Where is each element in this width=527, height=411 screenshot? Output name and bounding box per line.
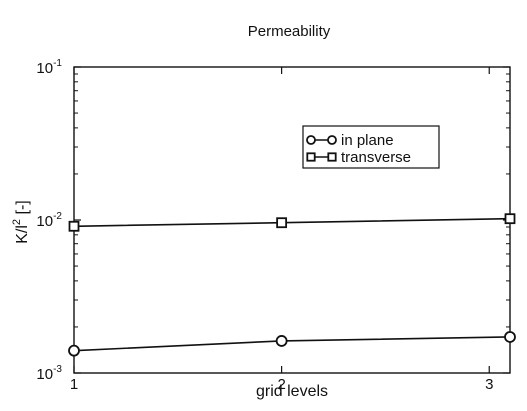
- y-tick-label: 10-2: [36, 211, 62, 230]
- y-tick-base: 10: [36, 213, 53, 230]
- series-layer: [68, 213, 516, 357]
- chart-title: Permeability: [248, 23, 331, 40]
- legend-marker-1-start: [306, 152, 316, 162]
- x-tick-label: 3: [485, 376, 493, 393]
- series-1-point-0: [68, 220, 80, 232]
- series-0-point-1: [275, 335, 288, 347]
- legend-label-0: in plane: [341, 132, 394, 149]
- y-axis-title-base: K/l: [14, 225, 31, 244]
- legend-marker-1-end: [327, 152, 337, 162]
- x-axis-title: grid levels: [256, 383, 328, 400]
- y-tick-base: 10: [36, 366, 53, 383]
- series-0-point-0: [68, 344, 80, 357]
- legend-box: [302, 125, 440, 169]
- series-0-point-2: [504, 331, 516, 343]
- x-tick-label: 2: [277, 376, 285, 393]
- y-axis-title-unit: [-]: [14, 200, 31, 219]
- series-1-point-2: [504, 213, 516, 225]
- y-tick-label: 10-3: [36, 364, 62, 383]
- series-1-point-1: [276, 217, 288, 229]
- y-axis-title: K/l2 [-]: [11, 200, 31, 243]
- y-tick-label: 10-1: [36, 58, 62, 77]
- y-axis-title-superscript: 2: [11, 219, 23, 225]
- y-tick-exponent: -2: [53, 211, 62, 222]
- series-line-0: [73, 336, 511, 352]
- y-tick-exponent: -3: [53, 364, 62, 375]
- x-tick-label: 1: [70, 376, 78, 393]
- series-line-1: [73, 217, 511, 228]
- legend-label-1: transverse: [341, 149, 411, 166]
- legend-marker-0-end: [327, 135, 337, 145]
- y-tick-exponent: -1: [53, 58, 62, 69]
- legend-marker-0-start: [306, 135, 316, 145]
- y-tick-base: 10: [36, 60, 53, 77]
